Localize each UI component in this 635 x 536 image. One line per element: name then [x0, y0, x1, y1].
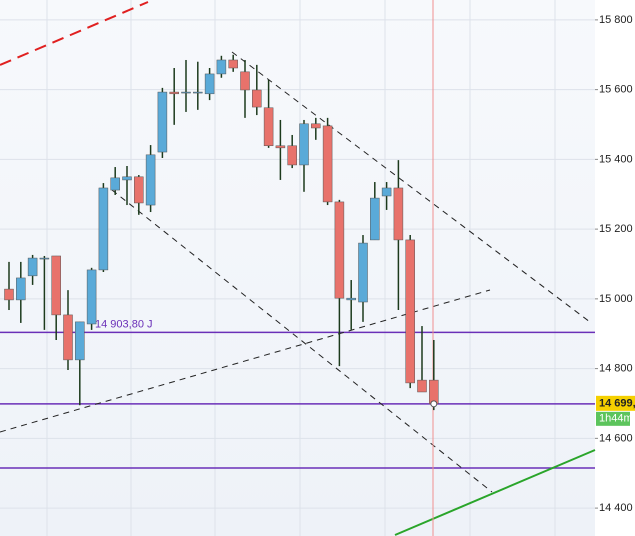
y-tick-label: 15 400 — [599, 153, 633, 165]
candle-body — [86, 269, 97, 325]
candle-body — [311, 123, 321, 129]
price-label: 14 699, — [599, 398, 635, 410]
candle-body — [193, 91, 203, 94]
candle-body — [27, 257, 38, 277]
candle-body — [134, 176, 144, 204]
candle-body — [228, 59, 238, 69]
candle-body — [429, 379, 439, 405]
candles — [4, 54, 439, 411]
y-tick-label: 14 800 — [599, 363, 633, 375]
candle-body — [63, 314, 73, 361]
candle-body — [358, 242, 368, 303]
candle-body — [381, 187, 392, 197]
candle-body — [157, 91, 168, 153]
candle-body — [393, 187, 404, 241]
candle-body — [216, 59, 227, 75]
axis-background — [595, 0, 635, 536]
candle-body — [98, 187, 109, 271]
candle-body — [169, 91, 179, 95]
level-annotation: 14 903,80 J — [95, 318, 153, 330]
candle-body — [110, 177, 120, 191]
levels: 14 903,80 J — [0, 318, 595, 469]
y-tick-label: 15 800 — [599, 14, 633, 26]
last-price-marker — [430, 400, 438, 408]
candle-body — [334, 201, 345, 299]
candle-body — [122, 176, 132, 181]
candle-body — [417, 379, 427, 393]
candle-body — [299, 123, 309, 166]
candle-body — [39, 257, 50, 260]
countdown-badge — [596, 411, 630, 426]
candle-body — [145, 154, 156, 206]
candle-body — [240, 71, 250, 91]
y-tick-label: 14 400 — [599, 502, 633, 514]
y-tick-label: 15 000 — [599, 293, 633, 305]
y-axis: 14 400 14 600 14 800 15 000 15 200 15 400 15 6… — [595, 14, 635, 514]
plot-background — [0, 0, 595, 536]
candle-body — [4, 288, 14, 301]
trendlines — [0, 0, 596, 536]
candle-body — [370, 197, 380, 241]
candle-body — [75, 321, 85, 361]
candle-body — [405, 239, 415, 384]
candle-body — [51, 255, 61, 316]
candle-body — [275, 145, 286, 149]
candle-body — [322, 125, 333, 203]
candle-body — [181, 91, 191, 94]
y-tick-label: 15 600 — [599, 84, 633, 96]
y-tick-label: 15 200 — [599, 223, 633, 235]
candle-body — [287, 145, 297, 166]
price-badge — [596, 395, 635, 411]
candle-body — [346, 297, 356, 301]
candle-body — [204, 73, 215, 95]
y-tick-label: 14 600 — [599, 432, 633, 444]
countdown-label: 1h44m — [599, 413, 633, 425]
candle-body — [16, 277, 26, 301]
candle-body — [252, 89, 262, 108]
candle-body — [263, 107, 274, 147]
